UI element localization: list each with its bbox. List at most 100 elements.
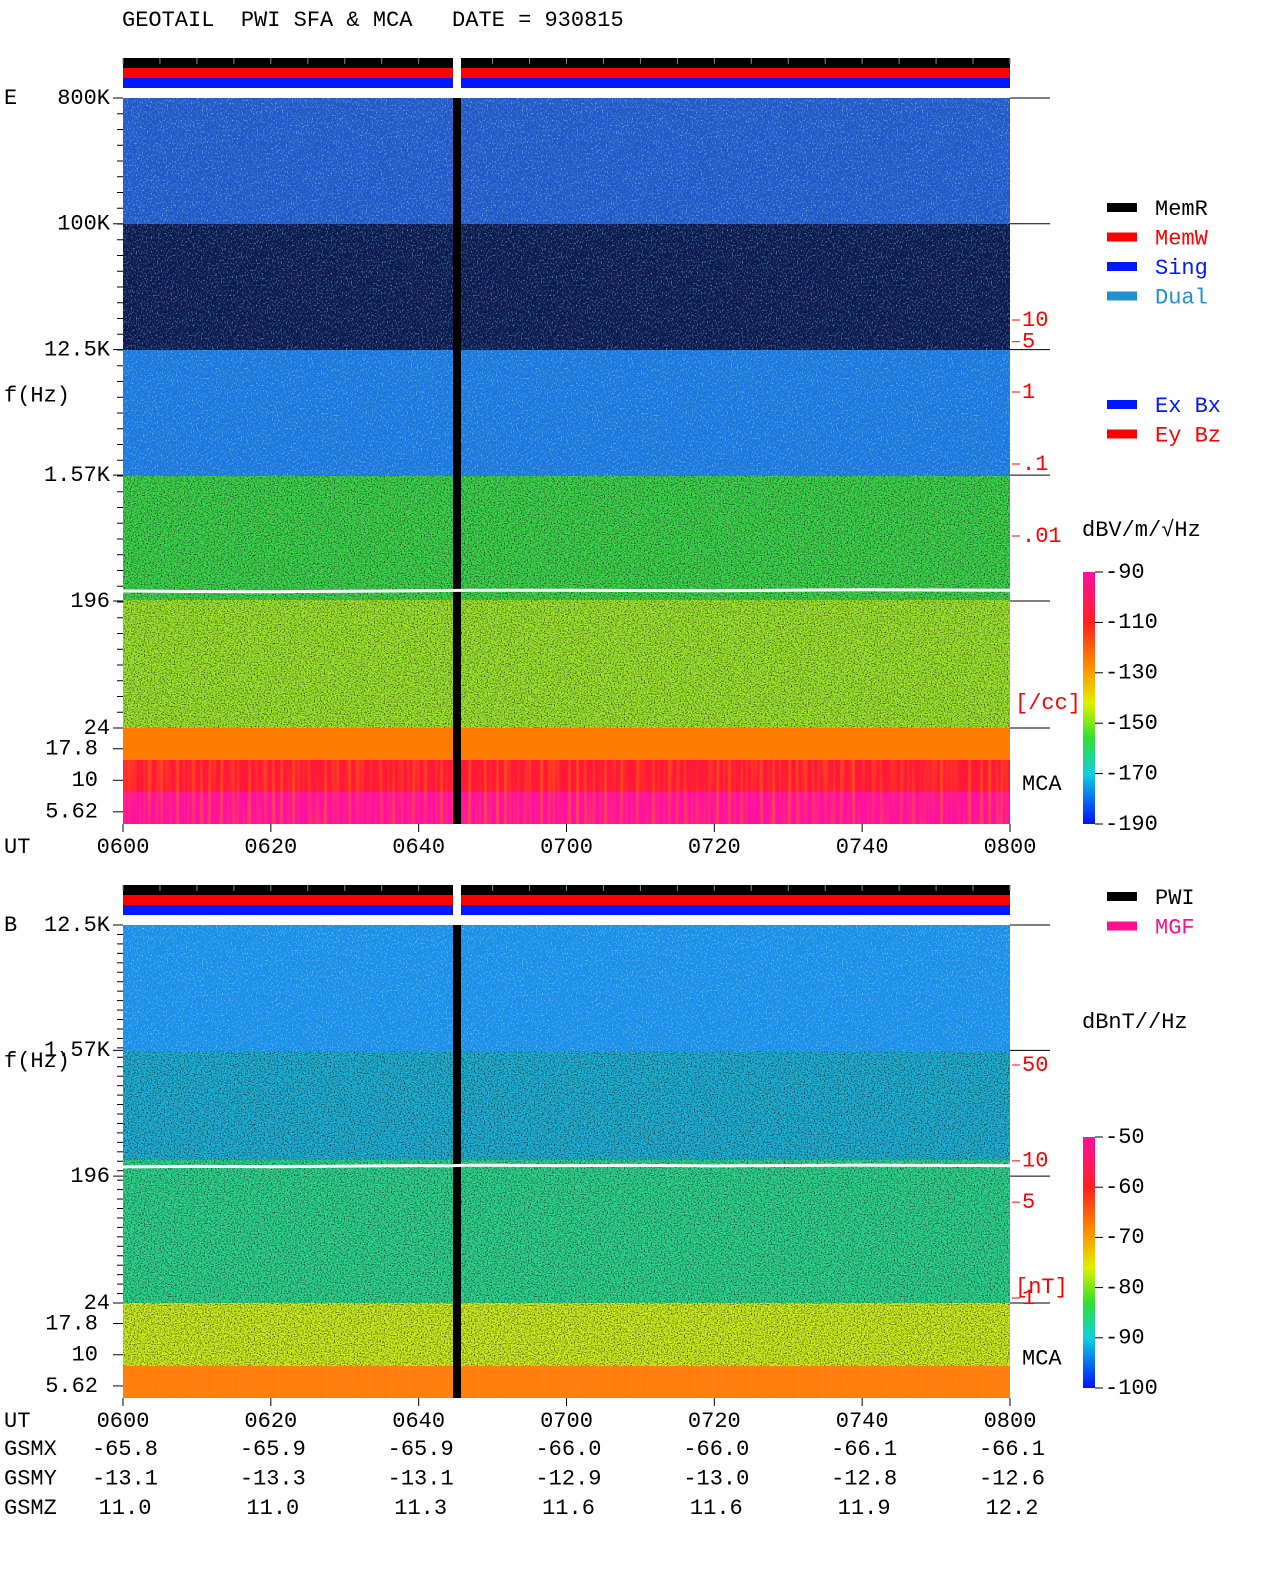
- mca-tick-label: 17.8: [45, 737, 98, 762]
- y-axis-label: f(Hz): [4, 1049, 70, 1074]
- orbit-cell: -66.1: [979, 1437, 1045, 1462]
- density-tick-label: .01: [1022, 524, 1062, 549]
- colorbar-tick-label: -50: [1105, 1125, 1145, 1150]
- density-tick-label: .1: [1022, 452, 1048, 477]
- y-tick-label: 1.57K: [44, 463, 111, 488]
- density-label: [/cc]: [1015, 691, 1081, 716]
- mca-tick-label: 5.62: [45, 800, 98, 825]
- status-bar: [123, 78, 1010, 88]
- panel-label: E: [4, 86, 17, 111]
- orbit-table: GSMX -65.8 -65.9 -65.9 -66.0 -66.0 -66.1 -66.1 G…: [4, 1437, 1045, 1521]
- colorbar-tick-label: -100: [1105, 1376, 1158, 1401]
- legend-swatch: [1107, 203, 1137, 212]
- orbit-row-label: GSMX: [4, 1437, 57, 1462]
- legend-label: Ex Bx: [1155, 394, 1221, 419]
- mca-tick-label: 10: [72, 1343, 98, 1368]
- spectrogram-noise: [123, 476, 1010, 600]
- mca-tick-label: 17.8: [45, 1311, 98, 1336]
- density-tick-label: 5: [1022, 329, 1035, 354]
- colorbar-tick-label: -170: [1105, 761, 1158, 786]
- orbit-cell: -65.8: [92, 1437, 158, 1462]
- x-tick-label: 0700: [540, 835, 593, 860]
- status-gap: [453, 885, 461, 915]
- colorbar-tick-label: -190: [1105, 812, 1158, 837]
- orbit-cell: 12.2: [986, 1496, 1039, 1521]
- colorbar-tick-label: -150: [1105, 711, 1158, 736]
- y-tick-label: 800K: [57, 86, 111, 111]
- colorbar-tick-label: -130: [1105, 661, 1158, 686]
- spectrogram-noise: [123, 1160, 1010, 1303]
- legend-swatch: [1107, 400, 1137, 409]
- legend-label: Sing: [1155, 256, 1208, 281]
- density-tick-label: 1: [1022, 380, 1035, 405]
- x-tick-label: 0720: [688, 1409, 741, 1434]
- trace-line: [122, 588, 1011, 594]
- orbit-cell: -65.9: [240, 1437, 306, 1462]
- colorbar: [1083, 1137, 1095, 1388]
- legend-swatch: [1107, 232, 1137, 242]
- orbit-cell: 11.9: [838, 1496, 891, 1521]
- density-label: [nT]: [1015, 1275, 1068, 1300]
- spectrogram-noise: [123, 728, 1010, 760]
- y-tick-label: 1.57K: [44, 1038, 111, 1063]
- legend-label: MemR: [1155, 197, 1208, 222]
- density-tick-label: 5: [1022, 1190, 1035, 1215]
- orbit-cell: 11.0: [99, 1496, 152, 1521]
- spectrogram-noise: [123, 792, 1010, 824]
- x-tick-label: 0740: [836, 835, 889, 860]
- orbit-cell: -13.0: [683, 1466, 749, 1491]
- legend-swatch: [1107, 429, 1137, 439]
- x-tick-label: 0800: [984, 835, 1037, 860]
- orbit-cell: -13.1: [388, 1466, 454, 1491]
- orbit-row-label: GSMY: [4, 1466, 57, 1491]
- spectrogram-noise: [123, 1366, 1010, 1398]
- orbit-cell: -66.1: [831, 1437, 897, 1462]
- data-gap: [453, 925, 461, 1398]
- orbit-cell: -13.1: [92, 1466, 158, 1491]
- orbit-cell: 11.0: [246, 1496, 299, 1521]
- data-gap: [453, 98, 461, 824]
- y-tick-label: 100K: [57, 212, 111, 237]
- x-tick-label: 0740: [836, 1409, 889, 1434]
- y-tick-label: 24: [84, 1291, 110, 1316]
- spectrogram-noise: [123, 1051, 1010, 1160]
- orbit-cell: 11.3: [394, 1496, 447, 1521]
- orbit-cell: -66.0: [535, 1437, 601, 1462]
- colorbar-tick-label: -60: [1105, 1175, 1145, 1200]
- y-tick-label: 24: [84, 716, 110, 741]
- y-tick-label: 12.5K: [44, 337, 111, 362]
- y-tick-label: 196: [70, 1164, 110, 1189]
- colorbar-tick-label: -90: [1105, 560, 1145, 585]
- x-tick-label: 0700: [540, 1409, 593, 1434]
- colorbar-label: dBV/m/√Hz: [1082, 518, 1201, 543]
- x-tick-label: 0720: [688, 835, 741, 860]
- spectrogram-noise: [123, 600, 1010, 728]
- colorbar-label: dBnT//Hz: [1082, 1010, 1188, 1035]
- status-gap: [453, 58, 461, 88]
- orbit-cell: -13.3: [240, 1466, 306, 1491]
- y-tick-label: 12.5K: [44, 913, 111, 938]
- colorbar-tick-label: -70: [1105, 1225, 1145, 1250]
- spectrogram-noise: [123, 1303, 1010, 1366]
- spectrogram-noise: [123, 98, 1010, 224]
- x-tick-label: 0620: [244, 835, 297, 860]
- orbit-cell: 11.6: [690, 1496, 743, 1521]
- colorbar-tick-label: -110: [1105, 610, 1158, 635]
- density-tick-label: 1: [1022, 1286, 1035, 1311]
- x-tick-label: 0600: [97, 835, 150, 860]
- density-tick-label: 10: [1022, 1149, 1048, 1174]
- trace-line: [122, 1163, 1011, 1169]
- orbit-cell: -66.0: [683, 1437, 749, 1462]
- x-tick-label: 0800: [984, 1409, 1037, 1434]
- spectrogram-noise: [123, 760, 1010, 792]
- orbit-row-label: GSMZ: [4, 1496, 57, 1521]
- legend-label: PWI: [1155, 886, 1195, 911]
- mca-label: MCA: [1022, 772, 1062, 797]
- x-axis-label: UT: [4, 1409, 30, 1434]
- x-tick-label: 0620: [244, 1409, 297, 1434]
- orbit-cell: -12.6: [979, 1466, 1045, 1491]
- spectrogram-noise: [123, 350, 1010, 476]
- status-bar: [123, 68, 1010, 78]
- colorbar-tick-label: -80: [1105, 1275, 1145, 1300]
